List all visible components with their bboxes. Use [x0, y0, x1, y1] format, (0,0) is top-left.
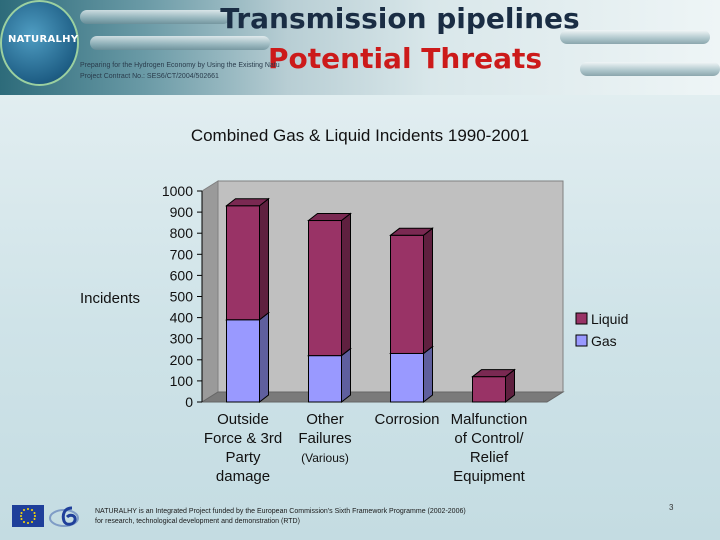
bar-liquid-top [471, 369, 516, 378]
pipe-graphic [560, 30, 710, 44]
bar-gas-side [341, 347, 351, 404]
y-tick-label: 100 [170, 373, 194, 389]
footer-line: NATURALHY is an Integrated Project funde… [95, 508, 466, 515]
chart-title: Combined Gas & Liquid Incidents 1990-200… [190, 126, 530, 145]
legend-swatch-liquid [575, 312, 588, 325]
project-info: Preparing for the Hydrogen Economy by Us… [80, 60, 280, 82]
y-tick-label: 0 [185, 394, 193, 410]
x-category-label: Outside [217, 411, 269, 428]
bar-liquid-front [226, 205, 260, 321]
y-tick-label: 1000 [162, 183, 193, 199]
y-tick-label: 600 [170, 267, 194, 283]
x-category-label: Corrosion [374, 411, 439, 428]
y-tick-label: 700 [170, 246, 194, 262]
x-category-label: Other [306, 411, 344, 428]
bar-gas-front [226, 319, 260, 403]
footer-text: NATURALHY is an Integrated Project funde… [95, 507, 466, 527]
footer-line: for research, technological development … [95, 518, 300, 525]
bar-gas-front [390, 352, 424, 403]
y-tick-label: 800 [170, 225, 194, 241]
pipe-graphic [580, 62, 720, 76]
y-tick-label: 300 [170, 331, 194, 347]
eu-flag-icon [12, 505, 44, 527]
legend-label-liquid: Liquid [591, 311, 628, 327]
y-tick-label: 500 [170, 289, 194, 305]
pipe-graphic [80, 10, 230, 24]
bar-gas-side [423, 345, 433, 404]
y-tick-label: 900 [170, 204, 194, 220]
x-category-label: Force & 3rd [204, 430, 282, 447]
x-category-label: Relief [470, 449, 509, 466]
x-category-label: damage [216, 468, 270, 485]
y-tick-label: 200 [170, 352, 194, 368]
bar-liquid-front [308, 220, 342, 357]
pipe-graphic [90, 36, 270, 50]
bar-liquid-top [307, 213, 352, 222]
bar-gas-side [259, 311, 269, 404]
fp6-logo-icon [48, 503, 84, 529]
project-contract: Project Contract No.: SES6/CT/2004/50266… [80, 73, 219, 80]
x-category-label: Party [225, 449, 261, 466]
chart-side-wall [201, 180, 219, 403]
y-axis-label: Incidents [80, 290, 140, 307]
page-number: 3 [669, 503, 674, 512]
naturalhy-logo: NATURALHY [0, 0, 79, 86]
logo-text: NATURALHY [8, 34, 79, 45]
bar-liquid-top [225, 198, 270, 207]
project-title: Preparing for the Hydrogen Economy by Us… [80, 62, 280, 69]
bar-liquid-front [390, 234, 424, 354]
x-category-label: (Various) [301, 451, 349, 465]
y-tick-label: 400 [170, 310, 194, 326]
x-category-label: Malfunction [451, 411, 528, 428]
bar-liquid-front [472, 376, 506, 403]
bar-liquid-side [341, 212, 351, 357]
bar-liquid-side [423, 227, 433, 355]
bar-liquid-side [259, 197, 269, 321]
slide-subtitle: Potential Threats [268, 42, 543, 75]
x-category-label: Equipment [453, 468, 526, 485]
slide-title: Transmission pipelines [220, 2, 580, 35]
legend-label-gas: Gas [591, 333, 617, 349]
legend-swatch-gas [575, 334, 588, 347]
bar-gas-front [308, 355, 342, 403]
header-banner [0, 0, 720, 95]
x-category-label: Failures [298, 430, 351, 447]
x-category-label: of Control/ [454, 430, 524, 447]
bar-liquid-top [389, 227, 434, 236]
